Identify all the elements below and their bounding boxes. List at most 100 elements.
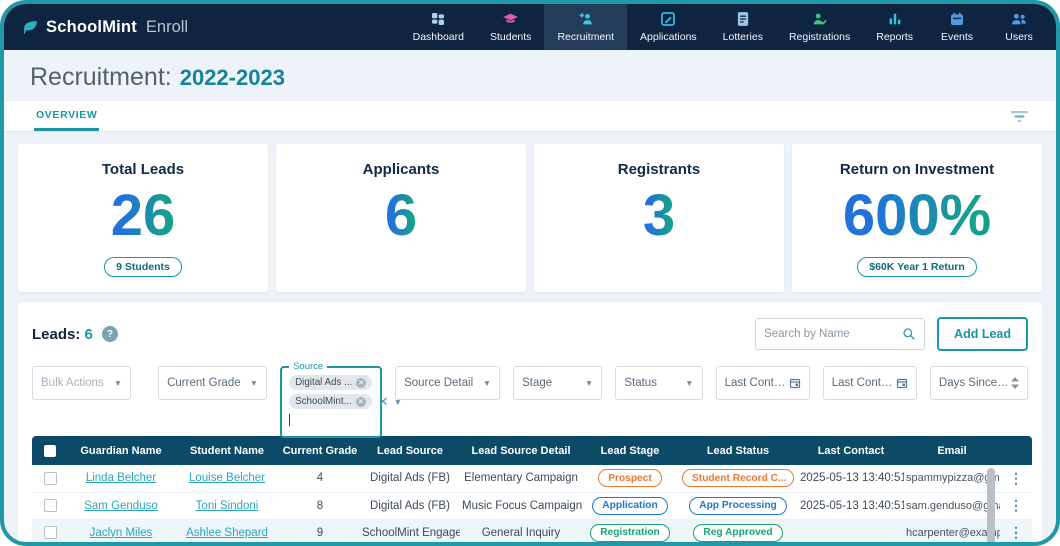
top-navbar: SchoolMint Enroll Dashboard Students	[4, 4, 1056, 50]
chip-label: SchoolMint...	[295, 396, 352, 407]
lead-stage-badge: Prospect	[598, 469, 662, 488]
leads-label-text: Leads:	[32, 325, 81, 343]
source-detail-dropdown[interactable]: Source Detail ▼	[395, 366, 501, 400]
row-menu-icon[interactable]: ⋮	[1009, 497, 1023, 513]
chip-remove-icon[interactable]: ✕	[356, 377, 367, 388]
nav-item-dashboard[interactable]: Dashboard	[400, 4, 477, 50]
bulk-actions-label: Bulk Actions	[41, 377, 104, 389]
brand-sub: Enroll	[145, 17, 189, 36]
source-chip-digital-ads[interactable]: Digital Ads ... ✕	[289, 375, 373, 390]
nav-item-events[interactable]: Events	[926, 4, 988, 50]
status-dropdown[interactable]: Status ▼	[615, 366, 703, 400]
email-cell: hcarpenter@exampl	[904, 519, 1000, 542]
nav-item-applications[interactable]: Applications	[627, 4, 710, 50]
brand-logo[interactable]: SchoolMint Enroll	[22, 18, 188, 37]
nav-item-users[interactable]: Users	[988, 4, 1050, 50]
status-label: Status	[624, 377, 657, 389]
stat-title: Total Leads	[101, 161, 185, 178]
row-menu-icon[interactable]: ⋮	[1009, 469, 1023, 486]
student-name-link[interactable]: Louise Belcher	[188, 472, 266, 485]
chevron-down-icon: ▼	[685, 378, 694, 388]
last-contacted-after-datepicker[interactable]: Last Contacted: Afte...	[715, 366, 810, 400]
guardian-name-link[interactable]: Jaclyn Miles	[89, 526, 153, 539]
person-plus-icon	[579, 13, 593, 25]
chevron-down-icon[interactable]: ▼	[393, 396, 403, 407]
lead-stage-badge: Registration	[590, 523, 670, 542]
school-year: 2022-2023	[179, 65, 285, 90]
current-grade-cell: 9	[280, 519, 360, 542]
table-scrollbar[interactable]	[987, 468, 995, 542]
current-grade-cell: 4	[280, 465, 360, 493]
source-field-label: Source	[289, 361, 328, 372]
brand-name: SchoolMint	[46, 17, 137, 36]
last-contacted-before-datepicker[interactable]: Last Contacted: Bef...	[822, 366, 917, 400]
lead-status-badge: Reg Approved	[693, 523, 783, 542]
lead-source-cell: SchoolMint Engage	[360, 519, 460, 542]
email-cell: sam.genduso@gmai	[904, 492, 1000, 520]
student-name-link[interactable]: Toni Sindoni	[195, 499, 259, 512]
bulk-actions-dropdown[interactable]: Bulk Actions ▼	[32, 366, 132, 400]
bar-chart-icon	[889, 13, 900, 25]
chip-remove-icon[interactable]: ✕	[355, 396, 366, 407]
guardian-name-link[interactable]: Sam Genduso	[84, 499, 158, 512]
search-icon[interactable]	[902, 327, 916, 341]
stage-dropdown[interactable]: Stage ▼	[513, 366, 603, 400]
row-checkbox[interactable]	[43, 471, 57, 485]
table-row: Sam Genduso Toni Sindoni 8 Digital Ads (…	[32, 492, 1032, 520]
nav-item-lotteries[interactable]: Lotteries	[710, 4, 776, 50]
col-lead-source: Lead Source	[360, 436, 460, 465]
dashboard-icon	[432, 13, 445, 25]
email-cell: spammypizza@gmai	[904, 465, 1000, 493]
row-checkbox[interactable]	[43, 499, 57, 512]
chip-label: Digital Ads ...	[295, 377, 353, 388]
stat-value: 6	[384, 183, 418, 248]
select-all-header	[32, 436, 68, 465]
stat-value: 26	[110, 183, 176, 248]
last-contact-cell: 2025-05-13 13:40:51	[798, 465, 904, 493]
table-header-row: Guardian Name Student Name Current Grade…	[32, 436, 1032, 465]
current-grade-dropdown[interactable]: Current Grade ▼	[158, 366, 268, 400]
stat-title: Registrants	[617, 161, 701, 178]
leads-table: Guardian Name Student Name Current Grade…	[32, 436, 1032, 542]
text-cursor	[289, 414, 291, 426]
search-input[interactable]	[764, 328, 903, 340]
nav-item-students[interactable]: Students	[477, 4, 544, 50]
stat-value: 600%	[842, 183, 992, 248]
chevron-down-icon: ▼	[482, 378, 492, 388]
chevron-down-icon: ▼	[584, 378, 594, 388]
row-menu-icon[interactable]: ⋮	[1009, 524, 1023, 540]
nav-item-reports[interactable]: Reports	[863, 4, 926, 50]
tab-overview[interactable]: OVERVIEW	[34, 100, 100, 131]
row-checkbox[interactable]	[43, 526, 57, 539]
lead-source-detail-cell: Music Focus Campaign	[460, 492, 582, 520]
leaf-icon	[23, 20, 37, 34]
source-multiselect[interactable]: Source Digital Ads ... ✕ SchoolMint... ✕ ✕…	[280, 361, 402, 438]
leads-panel: Leads: 6 ? Add Lead Bulk Actions ▼ Curren…	[18, 302, 1042, 542]
clear-all-icon[interactable]: ✕	[377, 394, 389, 409]
filter-row: Bulk Actions ▼ Current Grade ▼ Source Digi…	[32, 361, 1028, 438]
lead-source-cell: Digital Ads (FB)	[360, 465, 460, 493]
guardian-name-link[interactable]: Linda Belcher	[85, 472, 157, 485]
add-lead-button[interactable]: Add Lead	[937, 317, 1028, 351]
student-name-link[interactable]: Ashlee Shepard	[186, 526, 268, 539]
nav-label: Recruitment	[557, 31, 615, 43]
nav-label: Applications	[640, 31, 697, 43]
source-chip-schoolmint[interactable]: SchoolMint... ✕	[289, 394, 372, 409]
main-nav: Dashboard Students Recruitment	[400, 4, 1050, 50]
col-student-name: Student Name	[174, 436, 280, 465]
person-check-icon	[813, 13, 827, 25]
number-stepper-icon[interactable]	[1011, 377, 1019, 389]
lead-status-badge: Student Record C...	[682, 469, 794, 488]
nav-label: Events	[940, 31, 974, 43]
nav-item-registrations[interactable]: Registrations	[776, 4, 863, 50]
help-icon[interactable]: ?	[101, 326, 118, 342]
calendar-icon	[789, 378, 800, 389]
select-all-checkbox[interactable]	[44, 444, 56, 457]
leads-label: Leads: 6	[32, 326, 93, 343]
lead-source-detail-cell: Elementary Campaign	[460, 465, 582, 493]
nav-item-recruitment[interactable]: Recruitment	[544, 4, 628, 50]
days-since-last-contact-input[interactable]: Days Since Last Conta	[929, 366, 1028, 400]
source-chip-row: Digital Ads ... ✕	[289, 375, 373, 390]
stat-card-registrants: Registrants 3	[534, 144, 784, 292]
filter-funnel-icon[interactable]	[1011, 110, 1028, 123]
